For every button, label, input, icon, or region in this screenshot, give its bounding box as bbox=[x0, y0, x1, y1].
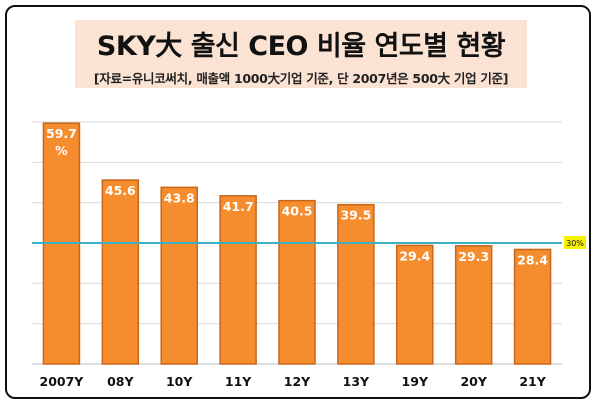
data-label-13Y: 39.5 bbox=[340, 208, 371, 223]
bar-20Y bbox=[454, 245, 493, 365]
x-tick-label-20Y: 20Y bbox=[460, 374, 487, 389]
data-label-19Y: 29.4 bbox=[399, 248, 430, 263]
x-tick-label-13Y: 13Y bbox=[343, 374, 370, 389]
x-tick-label-10Y: 10Y bbox=[166, 374, 193, 389]
x-tick-label-21Y: 21Y bbox=[519, 374, 546, 389]
x-tick-label-08Y: 08Y bbox=[107, 374, 134, 389]
bar-12Y bbox=[278, 199, 316, 365]
chart-subtitle: [자료=유니코써치, 매출액 1000大기업 기준, 단 2007년은 500大… bbox=[93, 70, 509, 86]
x-tick-label-12Y: 12Y bbox=[284, 374, 311, 389]
bar-19Y bbox=[396, 244, 434, 365]
subtitle-banner: [자료=유니코써치, 매출액 1000大기업 기준, 단 2007년은 500大… bbox=[75, 66, 527, 88]
reference-line-label: 30% bbox=[566, 239, 584, 248]
data-label-11Y: 41.7 bbox=[223, 199, 254, 214]
x-tick-label-2007Y: 2007Y bbox=[40, 374, 85, 389]
x-tick-label-19Y: 19Y bbox=[402, 374, 429, 389]
bar-08Y bbox=[101, 179, 140, 365]
data-label-08Y: 45.6 bbox=[105, 183, 136, 198]
data-label-10Y: 43.8 bbox=[164, 190, 195, 205]
bar-10Y bbox=[160, 186, 198, 365]
data-label-2007Y: 59.7% bbox=[46, 126, 77, 158]
data-label-12Y: 40.5 bbox=[282, 204, 313, 219]
bar-11Y bbox=[219, 195, 257, 365]
x-tick-label-11Y: 11Y bbox=[225, 374, 252, 389]
data-label-21Y: 28.4 bbox=[517, 252, 548, 267]
title-banner: SKY大 출신 CEO 비율 연도별 현황 bbox=[75, 20, 527, 66]
bar-21Y bbox=[513, 248, 552, 365]
chart-title: SKY大 출신 CEO 비율 연도별 현황 bbox=[96, 30, 506, 62]
bar-13Y bbox=[337, 203, 375, 365]
reference-badge bbox=[564, 236, 586, 249]
data-label-20Y: 29.3 bbox=[458, 249, 489, 264]
